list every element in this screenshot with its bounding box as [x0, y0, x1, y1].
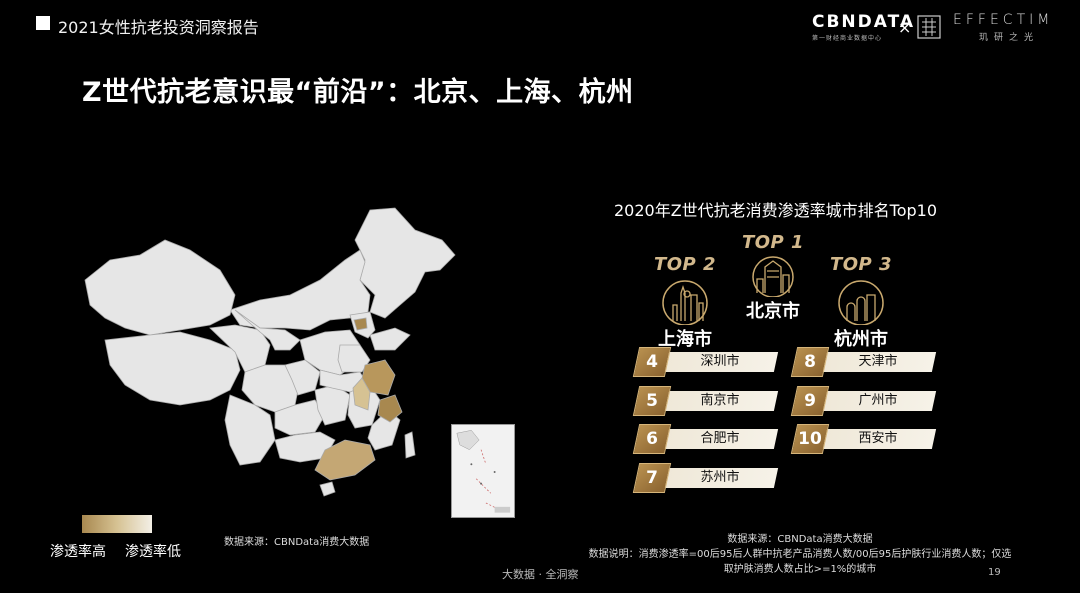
region-shandong	[369, 327, 411, 351]
top3-label: TOP 3	[829, 254, 893, 275]
effectim-mark-icon	[917, 15, 941, 39]
region-northeast	[354, 207, 456, 319]
rank-city: 广州市	[858, 393, 898, 408]
data-notes: 数据来源：CBNData消费大数据 数据说明：消费渗透率=00后95后人群中抗老…	[560, 532, 1040, 577]
page-title: Z世代抗老意识最“前沿”：北京、上海、杭州	[82, 77, 634, 108]
rank-number: 10	[798, 429, 822, 449]
rank-row: 8 天津市	[790, 347, 937, 377]
effectim-logo: EFFECTIM 玑研之光	[953, 12, 1053, 43]
top3-city: 杭州市	[834, 329, 888, 350]
header-square	[36, 16, 50, 30]
region-xinjiang	[84, 239, 236, 336]
cbndata-logo-name: CBNDATA	[812, 12, 916, 32]
rank-row: 10 西安市	[790, 424, 937, 454]
notes-description-2: 取护肤消费人数占比>=1%的城市	[723, 564, 877, 575]
shanghai-skyline-icon	[662, 280, 708, 325]
rank-number: 6	[646, 429, 658, 449]
top1-block: TOP 1 北京市	[728, 232, 818, 323]
region-beijing-highlight	[353, 317, 368, 331]
rank-row: 5 南京市	[632, 386, 779, 416]
rank-city: 西安市	[858, 431, 898, 446]
rank-number: 8	[804, 352, 816, 372]
rank-row: 7 苏州市	[632, 463, 779, 493]
beijing-skyline-icon	[752, 256, 794, 297]
top2-label: TOP 2	[653, 254, 717, 275]
ranking-title: 2020年Z世代抗老消费渗透率城市排名Top10	[614, 201, 938, 220]
region-yunnan	[224, 394, 276, 466]
rank-number: 5	[646, 391, 658, 411]
page-number: 19	[988, 567, 1001, 578]
rank-number: 4	[646, 352, 658, 372]
legend-high-label: 渗透率高	[50, 544, 106, 560]
notes-source: 数据来源：CBNData消费大数据	[727, 534, 873, 545]
region-qinghai	[209, 324, 271, 373]
region-henan	[337, 344, 371, 373]
region-guangdong-highlight	[314, 439, 376, 481]
china-map	[84, 207, 456, 497]
effectim-logo-sub: 玑研之光	[979, 33, 1040, 43]
hangzhou-skyline-icon	[838, 280, 884, 325]
region-tibet	[104, 331, 241, 406]
legend-gradient-bar	[82, 515, 152, 533]
rank-number: 7	[646, 468, 658, 488]
cbndata-logo-sub: 第一财经商业数据中心	[812, 35, 883, 42]
top1-city: 北京市	[746, 301, 800, 322]
region-taiwan	[404, 431, 416, 459]
rank-city: 天津市	[858, 354, 898, 369]
notes-description-1: 数据说明：消费渗透率=00后95后人群中抗老产品消费人数/00后95后护肤行业消…	[588, 549, 1012, 560]
effectim-logo-name: EFFECTIM	[953, 12, 1054, 28]
region-zhejiang-highlight	[377, 394, 403, 423]
rank-row: 4 深圳市	[632, 347, 779, 377]
report-title: 2021女性抗老投资洞察报告	[58, 18, 259, 37]
region-guizhou	[274, 399, 326, 436]
logo-separator: ×	[898, 18, 912, 37]
cbndata-logo: CBNDATA 第一财经商业数据中心	[812, 12, 915, 42]
rank-row: 6 合肥市	[632, 424, 779, 454]
rank-city: 南京市	[700, 393, 740, 408]
map-source-note: 数据来源：CBNData消费大数据	[224, 537, 370, 548]
region-inner-mongolia	[229, 249, 371, 331]
rank-city: 苏州市	[700, 470, 740, 485]
rank-city: 合肥市	[700, 431, 740, 446]
footer-tagline: 大数据 · 全洞察	[502, 568, 579, 581]
region-gansu	[234, 309, 301, 351]
rank-city: 深圳市	[700, 354, 740, 369]
rank-row: 9 广州市	[790, 386, 937, 416]
south-china-sea-inset	[451, 424, 515, 518]
top1-label: TOP 1	[741, 232, 805, 253]
region-hainan	[319, 481, 336, 497]
top2-block: TOP 2 上海市	[640, 254, 730, 351]
region-anhui-highlight	[352, 377, 371, 411]
top3-block: TOP 3 杭州市	[816, 254, 906, 351]
legend-low-label: 渗透率低	[125, 544, 181, 560]
rank-number: 9	[804, 391, 816, 411]
top2-city: 上海市	[658, 329, 712, 350]
